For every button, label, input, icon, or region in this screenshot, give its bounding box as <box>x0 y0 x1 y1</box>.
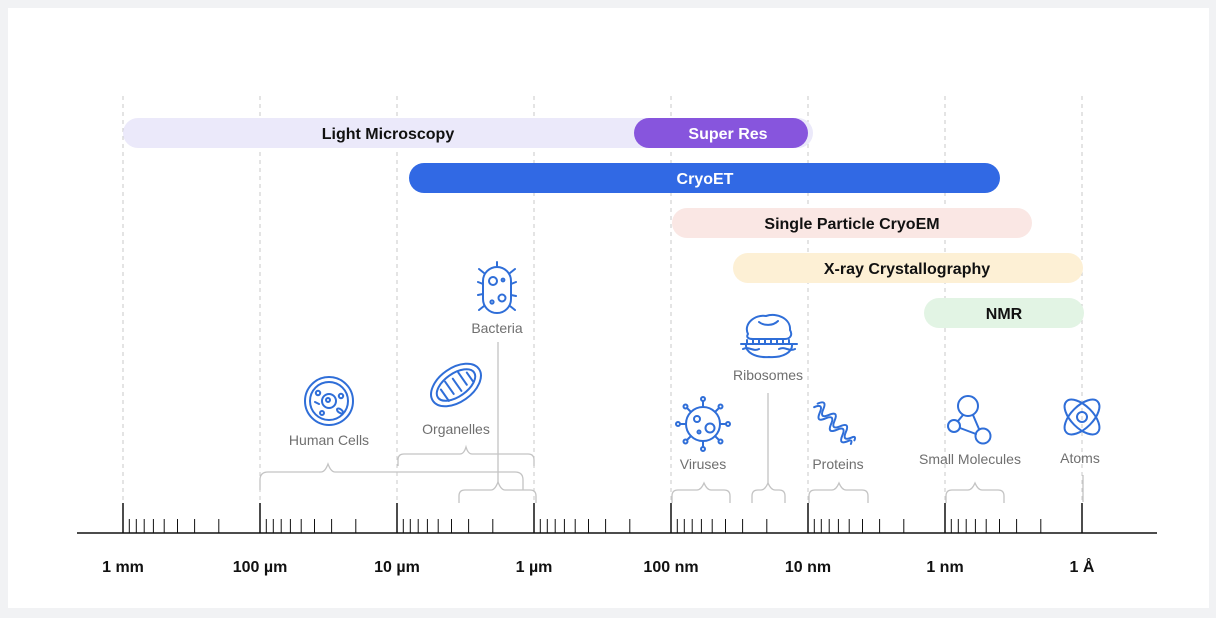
technique-bars: Light Microscopy Super Res CryoET Single… <box>123 118 1084 328</box>
label-atoms: Atoms <box>1060 450 1100 466</box>
bracket-organelles <box>397 444 535 466</box>
protein-icon <box>813 401 857 445</box>
virus-icon <box>675 396 731 452</box>
figure-panel: Light Microscopy Super Res CryoET Single… <box>8 8 1209 608</box>
bracket-bacteria <box>458 480 537 503</box>
label-ribosomes: Ribosomes <box>733 367 803 383</box>
molecule-icon <box>947 395 992 445</box>
bracket-human-cells <box>259 462 524 490</box>
bracket-proteins <box>808 481 869 503</box>
tick-label-100nm: 100 nm <box>643 559 698 576</box>
axis-ticks <box>122 503 1083 533</box>
bacteria-icon <box>477 261 517 314</box>
label-small-molecules: Small Molecules <box>919 451 1021 467</box>
label-cryoet: CryoET <box>677 171 734 188</box>
bar-xray-crystallography <box>733 253 1083 283</box>
label-nmr: NMR <box>986 306 1023 323</box>
axis-tick-labels: 1 mm 100 µm 10 µm 1 µm 100 nm 10 nm 1 nm… <box>102 557 1095 576</box>
label-human-cells: Human Cells <box>289 432 369 448</box>
bar-nmr <box>924 298 1084 328</box>
tick-label-100um: 100 µm <box>233 559 288 576</box>
bracket-small-molecules <box>945 481 1005 503</box>
bar-single-particle-cryoem <box>672 208 1032 238</box>
label-super-res: Super Res <box>688 126 767 143</box>
resolution-scale-diagram: Light Microscopy Super Res CryoET Single… <box>77 96 1157 576</box>
label-organelles: Organelles <box>422 421 490 437</box>
mitochondria-icon <box>430 362 482 408</box>
bar-cryoet <box>409 163 1000 193</box>
tick-label-1a: 1 Å <box>1070 557 1095 576</box>
tick-label-10nm: 10 nm <box>785 559 831 576</box>
label-bacteria: Bacteria <box>471 320 523 336</box>
atom-icon <box>1063 398 1101 436</box>
cell-icon <box>304 376 354 426</box>
label-xray-crystallography: X-ray Crystallography <box>824 261 990 278</box>
tick-label-1nm: 1 nm <box>926 559 963 576</box>
tick-label-1mm: 1 mm <box>102 559 144 576</box>
tick-label-10um: 10 µm <box>374 559 420 576</box>
label-light-microscopy: Light Microscopy <box>322 126 455 143</box>
bar-super-res <box>634 118 808 148</box>
scale-axis: 1 mm 100 µm 10 µm 1 µm 100 nm 10 nm 1 nm… <box>77 503 1157 576</box>
label-viruses: Viruses <box>680 456 726 472</box>
size-brackets <box>259 342 1084 503</box>
tick-label-1um: 1 µm <box>516 559 553 576</box>
object-labels: Human Cells Organelles Bacteria Viruses … <box>289 320 1100 472</box>
bracket-viruses <box>671 481 731 503</box>
label-single-particle-cryoem: Single Particle CryoEM <box>764 216 939 233</box>
ribosome-icon <box>740 313 798 359</box>
bracket-ribosomes <box>751 481 786 503</box>
label-proteins: Proteins <box>812 456 863 472</box>
